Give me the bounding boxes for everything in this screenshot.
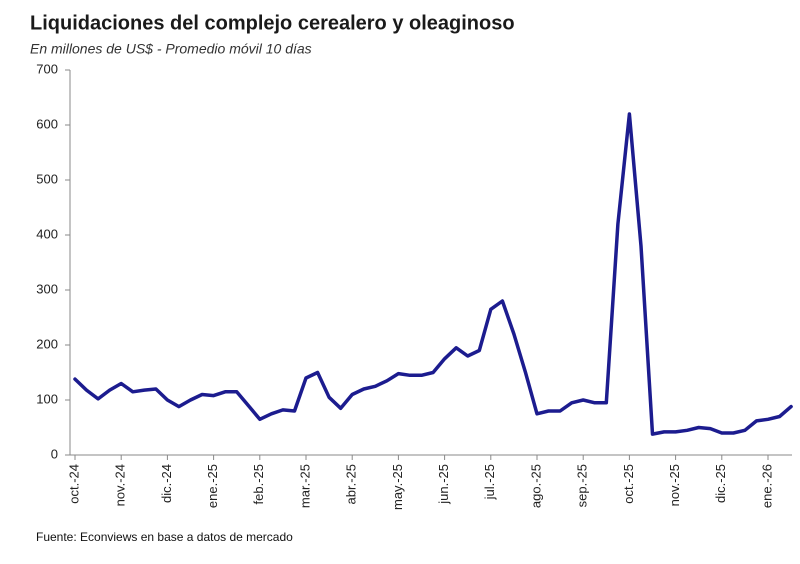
x-tick-label: ene.-25 bbox=[205, 464, 220, 508]
x-tick-label: nov.-24 bbox=[113, 464, 128, 506]
x-tick-label: jun.-25 bbox=[436, 464, 451, 505]
y-tick-label: 500 bbox=[36, 171, 58, 186]
x-tick-label: may.-25 bbox=[390, 464, 405, 510]
x-tick-label: ago.-25 bbox=[528, 464, 543, 508]
y-tick-label: 100 bbox=[36, 391, 58, 406]
x-tick-label: dic.-24 bbox=[159, 464, 174, 503]
y-tick-label: 600 bbox=[36, 116, 58, 131]
data-line bbox=[73, 112, 793, 436]
x-tick-label: oct.-25 bbox=[621, 464, 636, 504]
x-tick-label: sep.-25 bbox=[575, 464, 590, 507]
y-tick-label: 200 bbox=[36, 336, 58, 351]
x-tick-label: ene.-26 bbox=[759, 464, 774, 508]
x-tick-label: dic.-25 bbox=[713, 464, 728, 503]
x-tick-label: nov.-25 bbox=[667, 464, 682, 506]
y-tick-label: 400 bbox=[36, 226, 58, 241]
chart-subtitle: En millones de US$ - Promedio móvil 10 d… bbox=[30, 41, 312, 57]
x-tick-label: feb.-25 bbox=[251, 464, 266, 504]
x-tick-label: oct.-24 bbox=[66, 464, 81, 504]
x-tick-label: jul.-25 bbox=[482, 464, 497, 500]
y-tick-label: 300 bbox=[36, 281, 58, 296]
y-tick-label: 0 bbox=[51, 446, 58, 461]
chart-title: Liquidaciones del complejo cerealero y o… bbox=[30, 12, 515, 34]
y-tick-label: 700 bbox=[36, 61, 58, 76]
source-note: Fuente: Econviews en base a datos de mer… bbox=[36, 530, 293, 544]
x-tick-label: abr.-25 bbox=[344, 464, 359, 504]
x-tick-label: mar.-25 bbox=[297, 464, 312, 508]
